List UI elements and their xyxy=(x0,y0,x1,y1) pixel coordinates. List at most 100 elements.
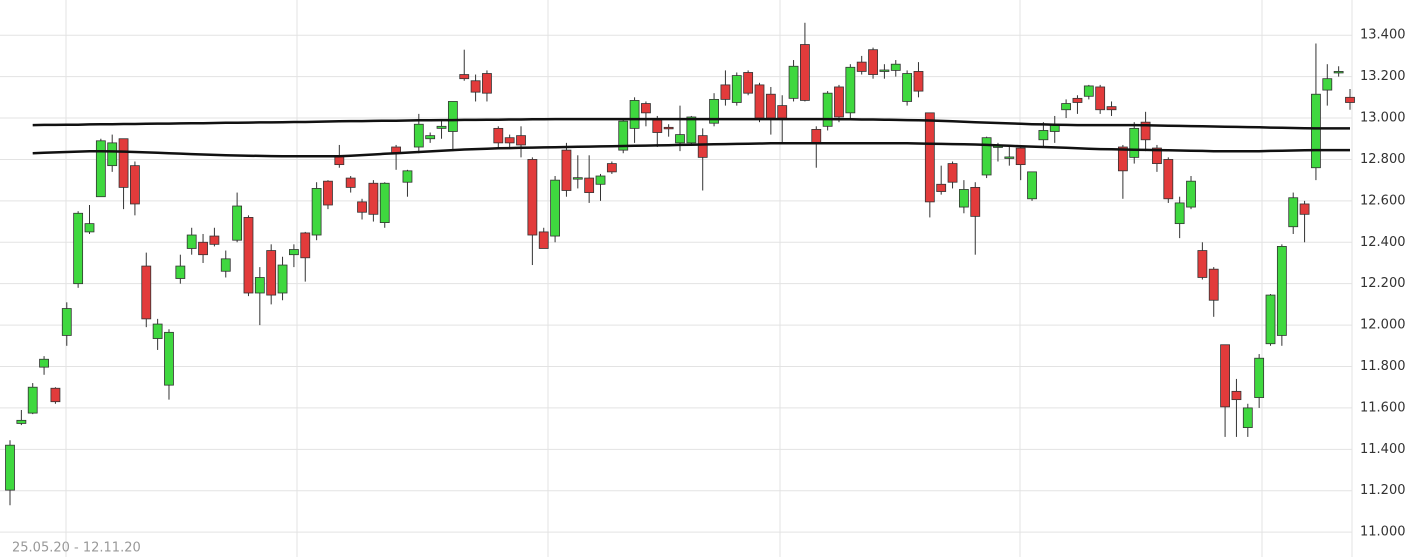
candle-body xyxy=(629,100,640,129)
candle-body xyxy=(323,180,333,206)
candle-body xyxy=(538,231,549,249)
candle-body xyxy=(266,250,277,296)
candle-body xyxy=(800,44,810,101)
candle-body xyxy=(5,444,15,491)
candle-body xyxy=(61,308,72,336)
candle-body xyxy=(1174,202,1185,225)
candle-body xyxy=(413,123,424,148)
candle-body xyxy=(686,116,697,144)
candle-body xyxy=(731,75,742,103)
y-tick-label: 11.000 xyxy=(1360,525,1406,540)
candle-body xyxy=(1288,197,1299,228)
candle-body xyxy=(334,155,345,166)
candle-body xyxy=(130,165,140,205)
candle-body xyxy=(1140,121,1151,141)
candle-body xyxy=(243,217,254,294)
y-tick-label: 12.000 xyxy=(1360,318,1406,333)
candle-body xyxy=(402,170,413,183)
candle-body xyxy=(447,101,458,132)
candle-body xyxy=(1242,407,1253,428)
candle-body xyxy=(675,134,685,144)
candle-body xyxy=(924,112,935,203)
candle-body xyxy=(834,86,844,118)
candle-body xyxy=(1276,246,1287,336)
candle-body xyxy=(39,358,49,368)
candle-body xyxy=(1186,180,1196,208)
candle-body xyxy=(152,323,163,339)
candle-body xyxy=(652,119,663,133)
candle-body xyxy=(209,235,220,245)
candle-body xyxy=(482,73,492,94)
candle-body xyxy=(141,265,152,320)
y-tick-label: 13.200 xyxy=(1360,69,1406,84)
candle-body xyxy=(1333,71,1344,74)
candle-body xyxy=(516,135,526,146)
candle-body xyxy=(572,177,583,180)
candle-body xyxy=(357,201,367,213)
y-tick-label: 12.400 xyxy=(1360,235,1406,250)
candle-body xyxy=(1322,78,1333,91)
candle-body xyxy=(300,232,311,259)
candle-body xyxy=(1038,130,1049,141)
candle-body xyxy=(902,73,913,102)
candle-body xyxy=(788,65,799,99)
candle-body xyxy=(868,49,878,75)
candle-body xyxy=(1117,146,1128,172)
candle-body xyxy=(970,186,981,217)
candle-body xyxy=(1231,390,1242,401)
candle-body xyxy=(765,93,776,119)
candle-body xyxy=(254,277,265,294)
candle-body xyxy=(811,129,822,144)
candle-body xyxy=(641,103,651,114)
candle-body xyxy=(1265,294,1276,345)
candle-body xyxy=(1061,103,1072,111)
candle-body xyxy=(879,69,890,72)
date-range: 25.05.20 - 12.11.20 xyxy=(12,541,141,556)
candle-body xyxy=(777,105,788,119)
candle-body xyxy=(1072,97,1083,103)
candle-body xyxy=(1129,127,1140,158)
candle-body xyxy=(288,249,299,256)
candle-body xyxy=(958,189,969,208)
candle-body xyxy=(1027,171,1037,200)
candle-body xyxy=(697,135,708,158)
candle-body xyxy=(311,188,322,236)
candle-body xyxy=(470,80,481,93)
y-tick-label: 12.600 xyxy=(1360,193,1406,208)
candle-body xyxy=(618,120,629,151)
candle-body xyxy=(822,92,833,127)
y-tick-label: 11.400 xyxy=(1360,442,1406,457)
candle-body xyxy=(856,61,867,72)
candle-body xyxy=(1254,357,1265,398)
y-tick-label: 13.000 xyxy=(1360,111,1406,126)
candle-body xyxy=(1015,147,1026,166)
candle-body xyxy=(1152,147,1162,164)
candle-body xyxy=(493,127,504,144)
candle-body xyxy=(73,212,84,285)
candle-body xyxy=(232,205,243,241)
candle-body xyxy=(27,386,38,414)
candle-body xyxy=(107,142,118,167)
moving-average-line xyxy=(32,142,1350,158)
candle-body xyxy=(709,98,719,124)
candle-body xyxy=(561,149,572,191)
candle-body xyxy=(1106,106,1117,111)
candle-body xyxy=(175,265,186,279)
candle-body xyxy=(754,84,765,119)
candle-body xyxy=(550,179,560,237)
candle-body xyxy=(981,137,992,176)
candle-body xyxy=(16,419,27,424)
candle-body xyxy=(1345,96,1355,103)
candle-body xyxy=(1311,93,1321,169)
candle-body xyxy=(1299,203,1310,215)
candle-body xyxy=(186,234,197,249)
y-tick-label: 11.800 xyxy=(1360,359,1406,374)
candle-body xyxy=(436,125,447,129)
candle-body xyxy=(368,182,379,215)
moving-average-line xyxy=(32,117,1350,130)
candle-body xyxy=(527,159,538,236)
candle-body xyxy=(220,258,231,272)
candle-body xyxy=(606,163,617,173)
y-tick-label: 13.400 xyxy=(1360,28,1406,43)
